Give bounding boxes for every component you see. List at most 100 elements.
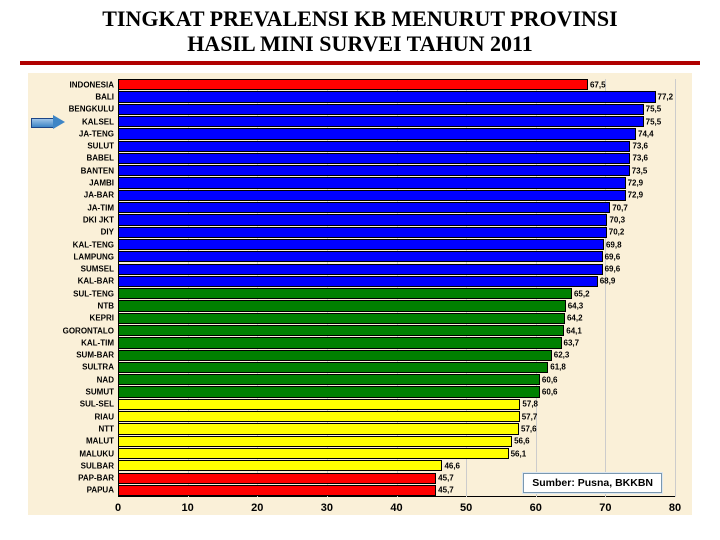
- bar: [118, 423, 519, 434]
- bar: [118, 288, 572, 299]
- bar-row: KALSEL75,5: [118, 115, 675, 127]
- category-label: KAL-TENG: [73, 240, 114, 249]
- bar-value: 57,6: [521, 424, 537, 433]
- bar: [118, 386, 540, 397]
- bar-row: BANTEN73,5: [118, 165, 675, 177]
- bar: [118, 460, 442, 471]
- source-text: Sumber: Pusna, BKKBN: [532, 477, 653, 489]
- bar-row: DIY70,2: [118, 226, 675, 238]
- bar-row: JA-BAR72,9: [118, 189, 675, 201]
- bar-row: BENGKULU75,5: [118, 103, 675, 115]
- category-label: KAL-TIM: [81, 338, 114, 347]
- bar-value: 70,7: [612, 203, 628, 212]
- bar-value: 69,6: [605, 252, 621, 261]
- bar-value: 45,7: [438, 474, 454, 483]
- x-tick-label: 10: [182, 502, 194, 514]
- bar-value: 64,2: [567, 314, 583, 323]
- bar: [118, 325, 564, 336]
- bar: [118, 165, 630, 176]
- bar: [118, 153, 630, 164]
- bar-row: SUL-TENG65,2: [118, 288, 675, 300]
- category-label: SULBAR: [81, 461, 114, 470]
- bar-value: 73,6: [632, 154, 648, 163]
- bar-value: 46,6: [444, 461, 460, 470]
- bar-value: 57,7: [522, 412, 538, 421]
- x-tick-label: 80: [669, 502, 681, 514]
- x-tick-label: 50: [460, 502, 472, 514]
- bar-row: JA-TENG74,4: [118, 128, 675, 140]
- bar: [118, 313, 565, 324]
- bar: [118, 141, 630, 152]
- bar-row: GORONTALO64,1: [118, 324, 675, 336]
- bar-value: 61,8: [550, 363, 566, 372]
- x-tick-label: 70: [599, 502, 611, 514]
- bar: [118, 350, 552, 361]
- bar-row: SUMSEL69,6: [118, 263, 675, 275]
- category-label: SUMSEL: [81, 265, 114, 274]
- category-label: MALUT: [86, 437, 114, 446]
- bar-value: 73,6: [632, 142, 648, 151]
- category-label: BABEL: [86, 154, 114, 163]
- category-label: JA-TIM: [87, 203, 114, 212]
- category-label: BALI: [95, 93, 114, 102]
- category-label: SULTRA: [82, 363, 114, 372]
- bar-value: 69,8: [606, 240, 622, 249]
- bar: [118, 448, 509, 459]
- bar: [118, 473, 436, 484]
- bar: [118, 264, 603, 275]
- category-label: RIAU: [94, 412, 114, 421]
- bar-row: MALUT56,6: [118, 435, 675, 447]
- bar: [118, 128, 636, 139]
- category-label: NTT: [98, 424, 114, 433]
- bar-row: BALI77,2: [118, 91, 675, 103]
- x-tick-label: 20: [251, 502, 263, 514]
- bar: [118, 411, 520, 422]
- bar-value: 64,3: [568, 302, 584, 311]
- bar-value: 63,7: [564, 338, 580, 347]
- bar-value: 62,3: [554, 351, 570, 360]
- bar: [118, 227, 607, 238]
- bar: [118, 485, 436, 496]
- title-line-1: TINGKAT PREVALENSI KB MENURUT PROVINSI: [102, 6, 617, 31]
- bar-row: RIAU57,7: [118, 411, 675, 423]
- bar-row: JA-TIM70,7: [118, 202, 675, 214]
- bar: [118, 91, 656, 102]
- bar-value: 57,8: [522, 400, 538, 409]
- category-label: JAMBI: [89, 179, 114, 188]
- bar-value: 75,5: [646, 105, 662, 114]
- bar-value: 65,2: [574, 289, 590, 298]
- bar-value: 45,7: [438, 486, 454, 495]
- category-label: JA-TENG: [79, 129, 114, 138]
- category-label: JA-BAR: [84, 191, 114, 200]
- bar: [118, 251, 603, 262]
- bar-row: KAL-TIM63,7: [118, 337, 675, 349]
- bar: [118, 300, 566, 311]
- bar-row: DKI JKT70,3: [118, 214, 675, 226]
- bar-value: 67,5: [590, 80, 606, 89]
- category-label: KALSEL: [82, 117, 114, 126]
- category-label: SUM-BAR: [76, 351, 114, 360]
- x-tick-label: 40: [390, 502, 402, 514]
- plot-area: INDONESIA67,5BALI77,2BENGKULU75,5KALSEL7…: [118, 79, 675, 497]
- bar-value: 72,9: [628, 179, 644, 188]
- category-label: INDONESIA: [70, 80, 114, 89]
- category-label: SUMUT: [86, 388, 114, 397]
- bar: [118, 202, 610, 213]
- bar-row: NTB64,3: [118, 300, 675, 312]
- bar-row: KAL-TENG69,8: [118, 238, 675, 250]
- category-label: PAPUA: [87, 486, 114, 495]
- category-label: SULUT: [87, 142, 114, 151]
- x-tick-label: 0: [115, 502, 121, 514]
- bar-value: 73,5: [632, 166, 648, 175]
- bar-row: LAMPUNG69,6: [118, 251, 675, 263]
- bar: [118, 374, 540, 385]
- bar-value: 56,6: [514, 437, 530, 446]
- bar-row: KEPRI64,2: [118, 312, 675, 324]
- bar: [118, 177, 626, 188]
- category-label: MALUKU: [79, 449, 114, 458]
- bar-row: SUMUT60,6: [118, 386, 675, 398]
- category-label: SUL-SEL: [80, 400, 114, 409]
- bar-value: 69,6: [605, 265, 621, 274]
- bar: [118, 276, 598, 287]
- bar: [118, 116, 644, 127]
